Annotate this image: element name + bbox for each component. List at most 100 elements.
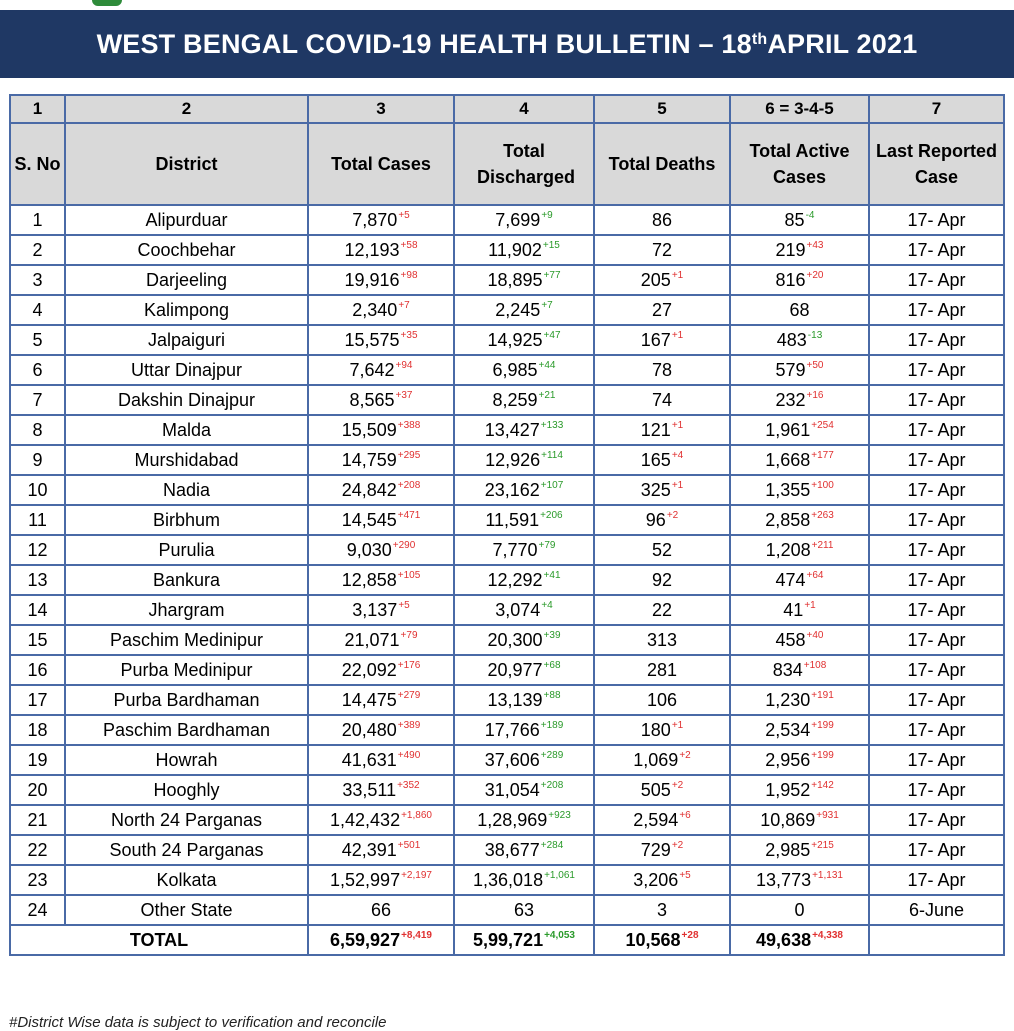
total-deaths-value: 165 [640, 449, 671, 470]
total-deaths: 22 [593, 594, 731, 626]
last-reported: 17- Apr [868, 294, 1005, 326]
total-cases-change: +176 [397, 659, 421, 671]
total-cases-value: 33,511 [342, 779, 397, 800]
last-reported: 17- Apr [868, 324, 1005, 356]
total-active-value: 85 [784, 209, 805, 230]
table-row: 9 Murshidabad 14,759+295 12,926+114 165+4 1,6… [9, 444, 1005, 476]
total-deaths-value: 106 [646, 689, 678, 710]
total-active-change: +254 [811, 419, 834, 431]
district-name: Bankura [64, 564, 309, 596]
total-discharged: 7,770+79 [453, 534, 595, 566]
total-row: TOTAL 6,59,927+8,419 5,99,721+4,053 10,568+… [9, 924, 1005, 956]
last-reported: 6-June [868, 894, 1005, 926]
total-active-value: 68 [789, 299, 810, 320]
total-deaths-value: 325 [640, 479, 671, 500]
total-discharged-change: +68 [543, 659, 561, 671]
column-number-row: 1 2 3 4 5 6 = 3-4-5 7 [9, 94, 1005, 124]
total-deaths: 106 [593, 684, 731, 716]
total-cases-change: +388 [397, 419, 421, 431]
total-active-value: 483 [776, 329, 807, 350]
total-discharged-change: +77 [543, 269, 561, 281]
district-name: Hooghly [64, 774, 309, 806]
total-cases: 15,575+35 [307, 324, 455, 356]
total-deaths: 313 [593, 624, 731, 656]
total-active: 13,773+1,131 [729, 864, 870, 896]
total-active-value: 579 [775, 359, 806, 380]
total-discharged: 8,259+21 [453, 384, 595, 416]
total-active-change: -13 [807, 329, 823, 341]
total-discharged: 63 [453, 894, 595, 926]
total-sum-discharged-value: 5,99,721 [473, 929, 544, 950]
district-name: Howrah [64, 744, 309, 776]
total-active: 219+43 [729, 234, 870, 266]
total-active-change: +16 [806, 389, 824, 401]
total-deaths-change: +1 [671, 479, 684, 491]
serial-number: 16 [9, 654, 66, 686]
last-reported: 17- Apr [868, 414, 1005, 446]
total-deaths-value: 27 [651, 299, 673, 320]
bulletin-title-sup: th [751, 31, 768, 48]
total-cases: 1,42,432+1,860 [307, 804, 455, 836]
district-name: Murshidabad [64, 444, 309, 476]
total-sum-deaths-change: +28 [681, 929, 699, 941]
total-deaths: 1,069+2 [593, 744, 731, 776]
total-discharged: 11,902+15 [453, 234, 595, 266]
total-deaths-value: 167 [640, 329, 671, 350]
last-reported: 17- Apr [868, 594, 1005, 626]
total-deaths-value: 281 [646, 659, 678, 680]
footnote: #District Wise data is subject to verifi… [9, 1014, 387, 1031]
total-discharged-value: 3,074 [495, 599, 541, 620]
total-active: 579+50 [729, 354, 870, 386]
total-cases-value: 42,391 [341, 839, 397, 860]
total-discharged-value: 11,902 [488, 239, 542, 260]
total-active-change: +263 [811, 509, 834, 521]
total-active: 2,956+199 [729, 744, 870, 776]
total-deaths: 92 [593, 564, 731, 596]
serial-number: 19 [9, 744, 66, 776]
total-cases-value: 24,842 [341, 479, 397, 500]
total-discharged: 12,292+41 [453, 564, 595, 596]
total-active-change: +43 [806, 239, 824, 251]
total-active-value: 2,534 [765, 719, 811, 740]
total-discharged: 13,427+133 [453, 414, 595, 446]
total-deaths-change: +4 [671, 449, 684, 461]
total-cases: 9,030+290 [307, 534, 455, 566]
total-cases-change: +1,860 [401, 809, 432, 821]
total-sum-active-value: 49,638 [756, 929, 812, 950]
table-row: 3 Darjeeling 19,916+98 18,895+77 205+1 816+20… [9, 264, 1005, 296]
total-cases: 14,759+295 [307, 444, 455, 476]
column-header-sno: S. No [9, 122, 66, 206]
total-cases-value: 7,642 [349, 359, 395, 380]
table-row: 5 Jalpaiguri 15,575+35 14,925+47 167+1 483-13… [9, 324, 1005, 356]
total-cases-value: 3,137 [352, 599, 398, 620]
total-discharged-value: 31,054 [484, 779, 540, 800]
total-deaths-value: 3,206 [633, 869, 679, 890]
column-header-district: District [64, 122, 309, 206]
table-row: 8 Malda 15,509+388 13,427+133 121+1 1,961+254… [9, 414, 1005, 446]
total-cases: 12,193+58 [307, 234, 455, 266]
last-reported: 17- Apr [868, 384, 1005, 416]
total-cases-value: 8,565 [349, 389, 395, 410]
serial-number: 15 [9, 624, 66, 656]
table-row: 1 Alipurduar 7,870+5 7,699+9 86 85-4 17- Apr [9, 204, 1005, 236]
bulletin-table: 1 2 3 4 5 6 = 3-4-5 7 S. No District Tot… [9, 94, 1005, 956]
total-cases-change: +7 [398, 299, 410, 311]
total-deaths: 74 [593, 384, 731, 416]
total-discharged: 6,985+44 [453, 354, 595, 386]
total-cases-change: +501 [397, 839, 421, 851]
total-active-value: 1,952 [765, 779, 811, 800]
total-active-change: +199 [811, 719, 834, 731]
total-active-change: -4 [805, 209, 815, 221]
total-active-value: 10,869 [760, 809, 816, 830]
district-name: North 24 Parganas [64, 804, 309, 836]
total-discharged: 1,36,018+1,061 [453, 864, 595, 896]
column-header-total-cases: Total Cases [307, 122, 455, 206]
total-active: 834+108 [729, 654, 870, 686]
total-cases-value: 1,42,432 [330, 809, 401, 830]
total-discharged: 13,139+88 [453, 684, 595, 716]
column-header-last-reported: Last Reported Case [868, 122, 1005, 206]
total-deaths-change: +1 [671, 329, 684, 341]
total-cases-change: +105 [397, 569, 421, 581]
total-deaths-change: +1 [671, 719, 684, 731]
total-cases-value: 7,870 [352, 209, 398, 230]
